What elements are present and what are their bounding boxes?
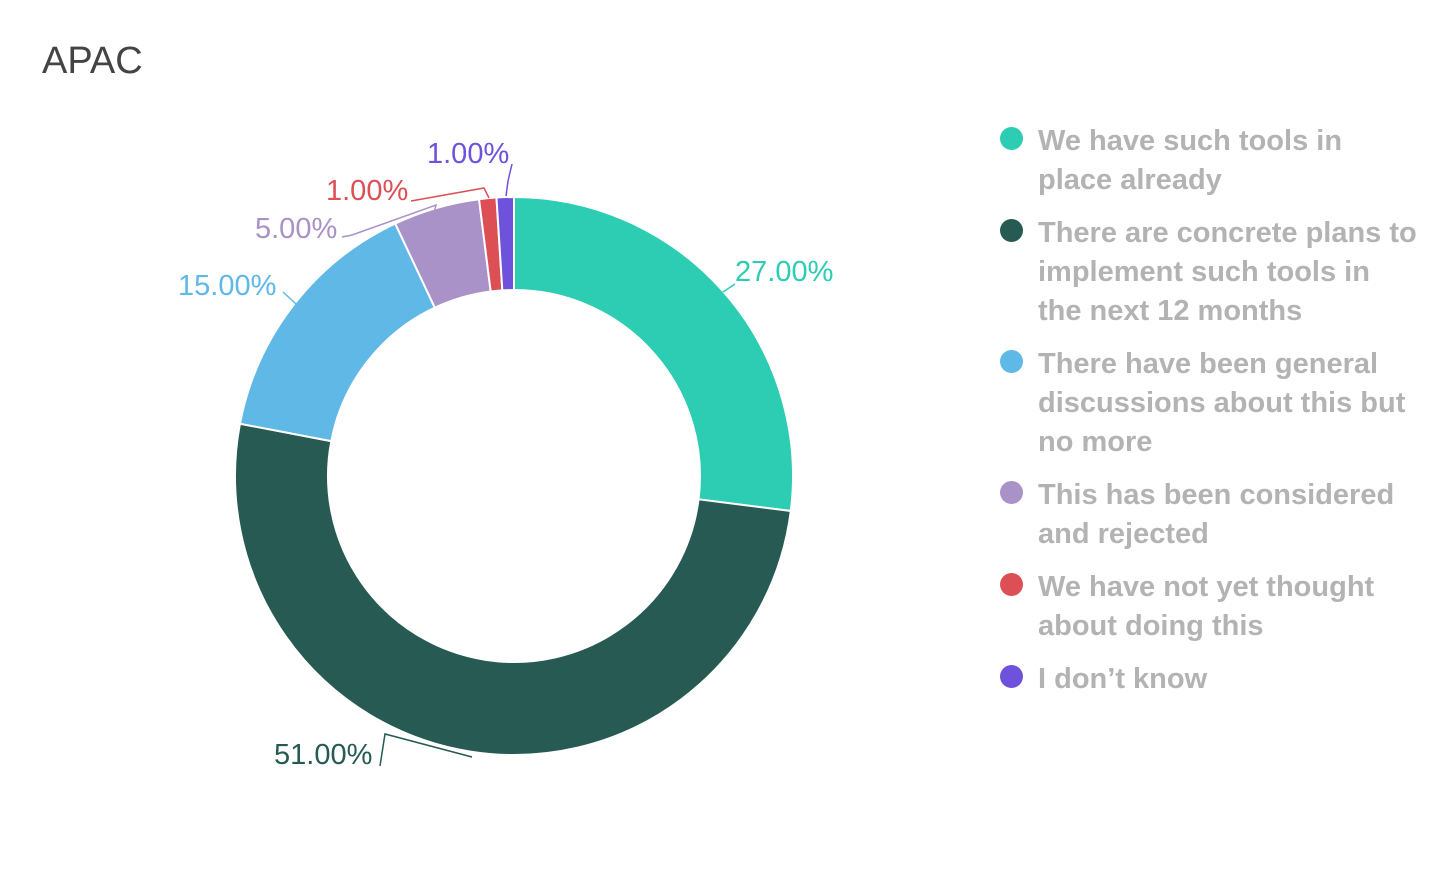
donut-chart: 27.00% 51.00% 15.00% 5.00% 1.00% 1.00% bbox=[178, 138, 833, 771]
data-label-4: 5.00% bbox=[255, 213, 337, 245]
data-label-3: 15.00% bbox=[178, 270, 276, 302]
legend-item-not-yet-thought[interactable]: We have not yet thought about doing this bbox=[1000, 568, 1420, 646]
slice-1[interactable] bbox=[513, 195, 794, 513]
chart-title: APAC bbox=[42, 40, 143, 82]
data-label-6: 1.00% bbox=[427, 138, 509, 170]
slices-layer bbox=[234, 195, 794, 756]
leader-line-1 bbox=[722, 283, 736, 293]
slice-3[interactable] bbox=[238, 222, 437, 443]
legend-item-tools-in-place[interactable]: We have such tools in place already bbox=[1000, 122, 1420, 200]
legend-label: This has been considered and rejected bbox=[1038, 479, 1395, 550]
legend-label: I don’t know bbox=[1038, 663, 1208, 695]
legend-swatch-icon bbox=[1000, 219, 1023, 242]
data-labels-layer: 27.00% 51.00% 15.00% 5.00% 1.00% 1.00% bbox=[178, 138, 833, 771]
legend-swatch-icon bbox=[1000, 481, 1023, 504]
legend-item-considered-rejected[interactable]: This has been considered and rejected bbox=[1000, 476, 1420, 554]
data-label-5: 1.00% bbox=[326, 175, 408, 207]
legend: We have such tools in place already Ther… bbox=[1000, 122, 1420, 713]
legend-label: We have such tools in place already bbox=[1038, 125, 1343, 196]
legend-label: There are concrete plans to implement su… bbox=[1038, 217, 1417, 327]
leader-line-4 bbox=[341, 203, 438, 238]
legend-swatch-icon bbox=[1000, 350, 1023, 373]
legend-swatch-icon bbox=[1000, 573, 1023, 596]
slice-2[interactable] bbox=[234, 422, 792, 756]
leader-line-5 bbox=[410, 187, 490, 202]
legend-label: There have been general discussions abou… bbox=[1038, 348, 1406, 458]
legend-item-dont-know[interactable]: I don’t know bbox=[1000, 660, 1420, 699]
leader-line-3 bbox=[282, 291, 297, 305]
legend-item-general-discussions[interactable]: There have been general discussions abou… bbox=[1000, 345, 1420, 462]
legend-swatch-icon bbox=[1000, 127, 1023, 150]
leader-line-6 bbox=[505, 163, 513, 197]
leader-line-2 bbox=[379, 733, 473, 767]
data-label-1: 27.00% bbox=[735, 256, 833, 288]
slice-6[interactable] bbox=[495, 195, 515, 292]
legend-label: We have not yet thought about doing this bbox=[1038, 571, 1375, 642]
data-label-2: 51.00% bbox=[274, 739, 372, 771]
legend-swatch-icon bbox=[1000, 665, 1023, 688]
leader-lines-layer bbox=[282, 163, 736, 767]
legend-item-concrete-plans[interactable]: There are concrete plans to implement su… bbox=[1000, 214, 1420, 331]
